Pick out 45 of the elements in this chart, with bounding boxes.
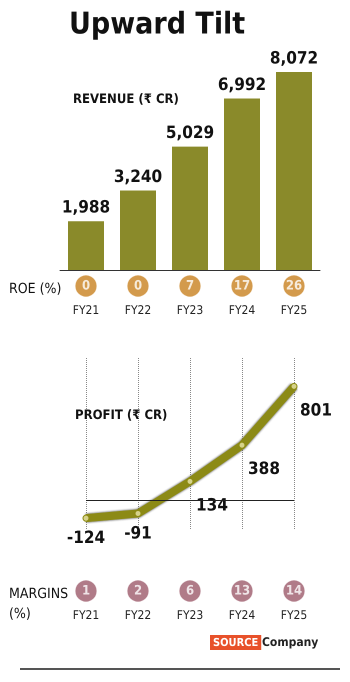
text: PROFIT (₹ CR) <box>75 408 168 423</box>
data-label: 388 <box>248 459 280 480</box>
point <box>238 442 246 449</box>
x-tick-label: FY25 <box>280 608 308 622</box>
data-label: -91 <box>124 523 152 544</box>
point <box>290 382 298 390</box>
data-label: -124 <box>66 528 106 548</box>
category-label: FY22 <box>124 303 152 317</box>
bar <box>68 221 104 270</box>
data-label: 7 <box>186 278 194 294</box>
text: MARGINS (%) <box>9 586 72 622</box>
x-tick-label: FY21 <box>72 608 100 622</box>
data-label: 2 <box>134 584 142 598</box>
text: SOURCE <box>213 636 258 649</box>
data-label: 0 <box>134 278 142 294</box>
data-label: 26 <box>286 278 302 294</box>
data-label: 1,988 <box>62 198 110 218</box>
bar <box>224 98 260 270</box>
data-label: 17 <box>234 278 250 294</box>
text: Company <box>262 635 318 649</box>
point <box>82 514 90 522</box>
data-label: 6 <box>186 584 194 598</box>
data-label: 801 <box>300 400 332 420</box>
data-label: 8,072 <box>270 48 318 68</box>
data-label: 13 <box>234 584 250 598</box>
category-label: FY24 <box>228 303 256 317</box>
category-label: FY21 <box>72 303 100 317</box>
data-label: 6,992 <box>218 74 266 95</box>
text: REVENUE (₹ CR) <box>73 92 179 107</box>
category-label: FY25 <box>280 303 308 317</box>
data-label: 14 <box>286 584 302 598</box>
x-tick-label: FY24 <box>228 608 256 622</box>
bar <box>120 190 156 270</box>
bar <box>172 146 208 270</box>
category-label: FY23 <box>176 303 204 317</box>
data-label: 3,240 <box>114 167 162 188</box>
bar <box>276 72 312 270</box>
data-label: 1 <box>82 584 90 598</box>
chart-title: Upward Tilt <box>69 6 246 42</box>
data-label: 0 <box>82 278 90 294</box>
x-tick-label: FY23 <box>176 608 204 622</box>
x-tick-label: FY22 <box>124 608 152 622</box>
text: ROE (%) <box>9 281 62 297</box>
data-label: 5,029 <box>166 123 214 144</box>
point <box>186 478 194 485</box>
